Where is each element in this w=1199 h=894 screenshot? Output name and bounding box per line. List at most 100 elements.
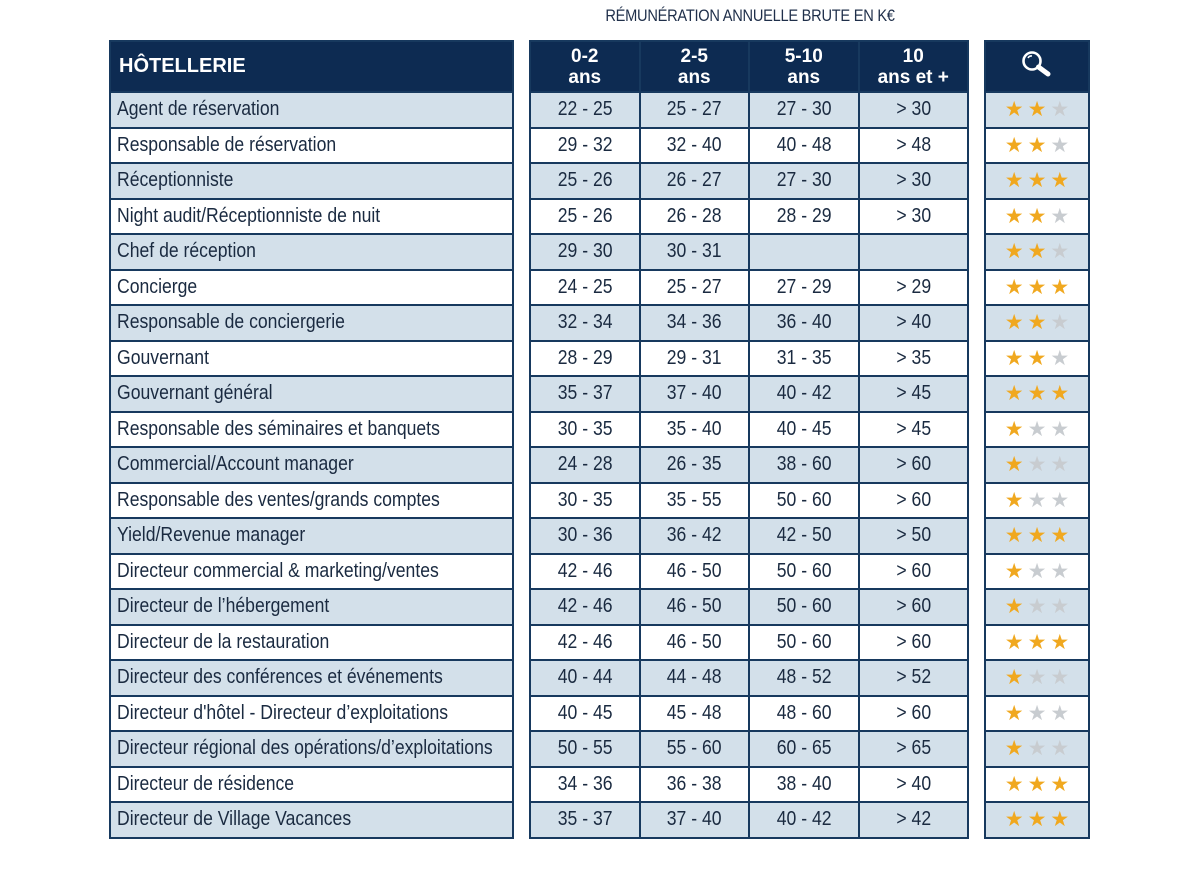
salary-table: 0-2 ans 2-5 ans 5-10 ans 10 ans et + 22 - 25… (529, 40, 969, 839)
salary-cell-2-5: 46 - 50 (638, 623, 750, 661)
salary-cell-2-5: 55 - 60 (638, 730, 750, 768)
star-filled-icon: ★ (1050, 382, 1074, 406)
star-rating: ★★★ (984, 765, 1090, 803)
salary-value: > 29 (895, 275, 931, 298)
table-row: Responsable des ventes/grands comptes (109, 481, 514, 519)
star-filled-icon: ★ (1027, 311, 1051, 335)
salary-value: 28 - 29 (776, 204, 832, 227)
salary-cell-5-10: 40 - 42 (748, 375, 860, 413)
star-rating: ★★★ (984, 517, 1090, 555)
star-filled-icon: ★ (1027, 772, 1051, 796)
salary-cell-0-2: 35 - 37 (529, 375, 641, 413)
star-empty-icon: ★ (1027, 737, 1051, 761)
salary-cell-10-plus: > 45 (857, 375, 969, 413)
star-filled-icon: ★ (1004, 275, 1028, 299)
job-title: Chef de réception (117, 240, 256, 263)
salary-value: 26 - 35 (666, 453, 722, 476)
job-title: Responsable des séminaires et banquets (117, 417, 440, 440)
table-row: Directeur régional des opérations/d’expl… (109, 730, 514, 768)
star-filled-icon: ★ (1050, 275, 1074, 299)
salary-cell-0-2: 30 - 35 (529, 410, 641, 448)
salary-value: 40 - 42 (776, 808, 832, 831)
table-row: ★★★ (984, 446, 1090, 484)
salary-value: > 30 (895, 204, 931, 227)
job-title-cell: Agent de réservation (109, 91, 514, 129)
table-row: 42 - 46 46 - 50 50 - 60 > 60 (529, 623, 969, 661)
salary-value: 22 - 25 (557, 98, 613, 121)
table-row: ★★★ (984, 801, 1090, 839)
salary-cell-10-plus: > 60 (857, 588, 969, 626)
table-row: Night audit/Réceptionniste de nuit (109, 197, 514, 235)
salary-value: 31 - 35 (776, 346, 832, 369)
salary-cell-10-plus: > 60 (857, 694, 969, 732)
table-row: ★★★ (984, 197, 1090, 235)
table-row: Commercial/Account manager (109, 446, 514, 484)
salary-value: 45 - 48 (666, 701, 722, 724)
table-row: ★★★ (984, 339, 1090, 377)
job-title-cell: Gouvernant général (109, 375, 514, 413)
salary-cell-10-plus: > 45 (857, 410, 969, 448)
star-filled-icon: ★ (1050, 630, 1074, 654)
table-row: 34 - 36 36 - 38 38 - 40 > 40 (529, 765, 969, 803)
table-row: Directeur commercial & marketing/ventes (109, 552, 514, 590)
salary-value: > 60 (895, 595, 931, 618)
salary-cell-5-10: 50 - 60 (748, 481, 860, 519)
salary-cell-10-plus (857, 233, 969, 271)
table-row: Réceptionniste (109, 162, 514, 200)
salary-cell-10-plus: > 48 (857, 126, 969, 164)
salary-value: 44 - 48 (666, 666, 722, 689)
salary-cell-10-plus: > 50 (857, 517, 969, 555)
salary-cell-5-10: 28 - 29 (748, 197, 860, 235)
table-row: ★★★ (984, 410, 1090, 448)
table-row: 42 - 46 46 - 50 50 - 60 > 60 (529, 588, 969, 626)
star-empty-icon: ★ (1050, 453, 1074, 477)
salary-value: > 45 (895, 382, 931, 405)
salary-value: > 60 (895, 559, 931, 582)
salary-value: 34 - 36 (557, 772, 613, 795)
star-empty-icon: ★ (1027, 666, 1051, 690)
salary-value: 46 - 50 (666, 630, 722, 653)
star-empty-icon: ★ (1050, 204, 1074, 228)
job-title-cell: Directeur régional des opérations/d’expl… (109, 730, 514, 768)
salary-cell-2-5: 26 - 35 (638, 446, 750, 484)
salary-cell-10-plus: > 30 (857, 91, 969, 129)
job-title-cell: Directeur de l’hébergement (109, 588, 514, 626)
star-empty-icon: ★ (1050, 346, 1074, 370)
table-row: 40 - 45 45 - 48 48 - 60 > 60 (529, 694, 969, 732)
salary-value: 37 - 40 (666, 808, 722, 831)
star-filled-icon: ★ (1004, 630, 1028, 654)
table-row: Responsable des séminaires et banquets (109, 410, 514, 448)
star-empty-icon: ★ (1050, 737, 1074, 761)
salary-cell-0-2: 35 - 37 (529, 801, 641, 839)
star-filled-icon: ★ (1004, 772, 1028, 796)
salary-value: > 42 (895, 808, 931, 831)
salary-cell-0-2: 25 - 26 (529, 197, 641, 235)
salary-cell-10-plus: > 35 (857, 339, 969, 377)
salary-value: 46 - 50 (666, 595, 722, 618)
star-rating: ★★★ (984, 339, 1090, 377)
salary-value: 30 - 35 (557, 488, 613, 511)
salary-value: 29 - 32 (557, 133, 613, 156)
salary-cell-0-2: 32 - 34 (529, 304, 641, 342)
table-row: ★★★ (984, 481, 1090, 519)
star-filled-icon: ★ (1004, 169, 1028, 193)
salary-cell-10-plus: > 60 (857, 623, 969, 661)
star-rating: ★★★ (984, 91, 1090, 129)
salary-cell-2-5: 35 - 40 (638, 410, 750, 448)
job-title: Commercial/Account manager (117, 453, 354, 476)
star-rating: ★★★ (984, 197, 1090, 235)
salary-cell-2-5: 36 - 38 (638, 765, 750, 803)
star-empty-icon: ★ (1050, 133, 1074, 157)
star-filled-icon: ★ (1004, 595, 1028, 619)
star-filled-icon: ★ (1004, 808, 1028, 832)
star-filled-icon: ★ (1027, 240, 1051, 264)
salary-value: > 40 (895, 311, 931, 334)
salary-value: > 60 (895, 453, 931, 476)
star-filled-icon: ★ (1004, 701, 1028, 725)
salary-cell-5-10 (748, 233, 860, 271)
table-row: Directeur de la restauration (109, 623, 514, 661)
salary-value: > 30 (895, 98, 931, 121)
salary-value: 30 - 31 (666, 240, 722, 263)
salary-cell-5-10: 36 - 40 (748, 304, 860, 342)
salary-value: 34 - 36 (666, 311, 722, 334)
